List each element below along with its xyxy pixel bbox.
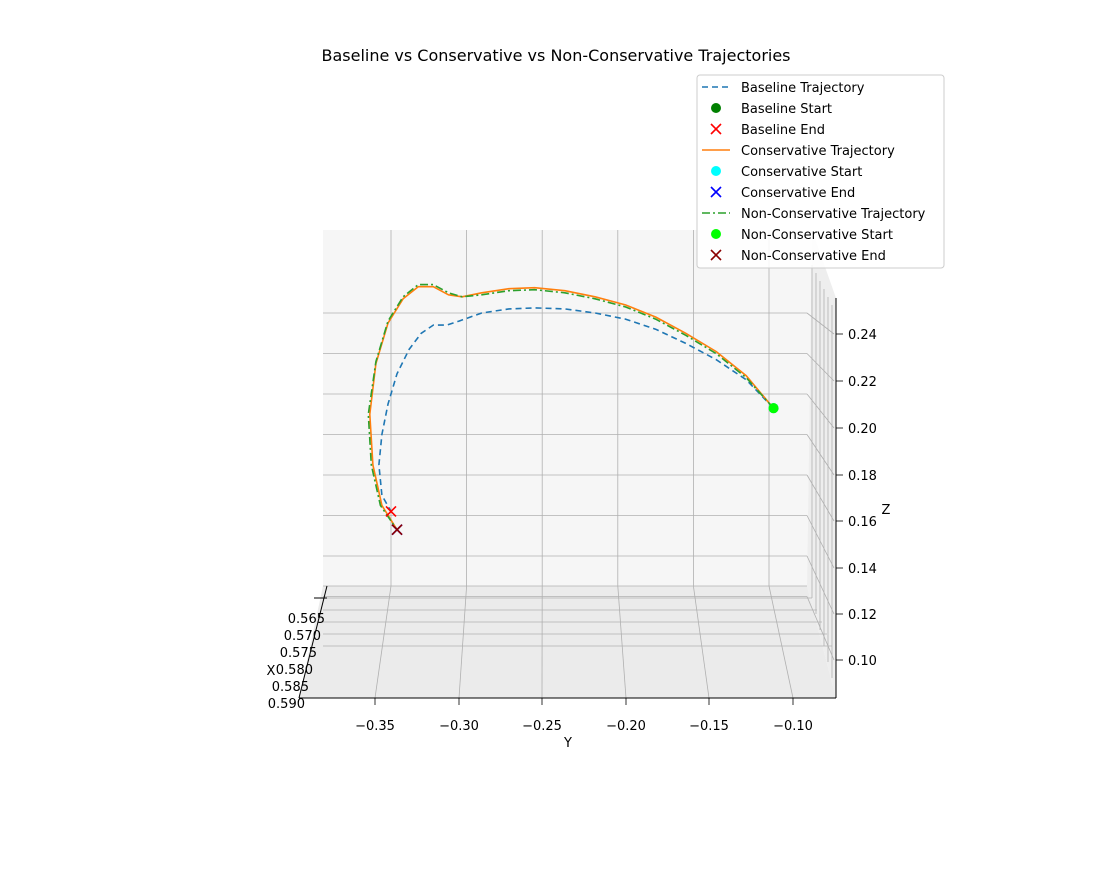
end-marker xyxy=(385,505,397,518)
legend-swatch xyxy=(711,229,721,239)
z-gridline-side xyxy=(806,353,835,382)
y-tick-label: −0.15 xyxy=(689,719,729,734)
end-marker-stroke xyxy=(391,524,403,536)
legend-label: Baseline Start xyxy=(741,102,832,117)
z-tick-label: 0.22 xyxy=(848,375,877,390)
y-axis-label: Y xyxy=(563,736,572,751)
end-marker-stroke xyxy=(385,505,397,518)
z-gridline-side xyxy=(806,474,835,522)
tick-labels: −0.35 −0.30 −0.25 −0.20 −0.15 −0.10 0.10 0.12 0.… xyxy=(268,328,877,734)
legend-swatch xyxy=(711,103,721,113)
legend-swatch xyxy=(710,123,722,135)
y-tick-label: −0.25 xyxy=(522,719,562,734)
z-gridline-side xyxy=(806,515,835,569)
y-gridline-floor xyxy=(693,585,710,699)
legend-swatch-stroke xyxy=(710,123,722,135)
series-line xyxy=(368,285,775,531)
y-gridline-floor xyxy=(617,585,627,699)
legend-label: Conservative End xyxy=(741,186,855,201)
legend-label: Conservative Start xyxy=(741,165,862,180)
grid-lines xyxy=(323,230,835,699)
z-gridline-side xyxy=(806,434,835,476)
y-tick-label: −0.10 xyxy=(773,719,813,734)
floor-pane xyxy=(299,586,836,698)
series-group xyxy=(367,283,775,531)
z-tick-label: 0.14 xyxy=(848,562,877,577)
x-tick-label: 0.575 xyxy=(280,646,317,661)
end-marker xyxy=(391,524,403,536)
z-gridline-side xyxy=(806,312,835,335)
legend: Baseline Trajectory Baseline Start Baselin… xyxy=(696,74,945,269)
z-gridline-side xyxy=(806,393,835,429)
legend-label: Conservative Trajectory xyxy=(741,144,895,159)
legend-label: Non-Conservative Start xyxy=(741,228,893,243)
x-tick-label: 0.570 xyxy=(284,629,321,644)
legend-swatch xyxy=(710,186,722,198)
x-tick-label: 0.565 xyxy=(288,612,325,627)
axes-lines xyxy=(298,298,843,705)
y-gridline-floor xyxy=(374,585,392,699)
z-gridline-side xyxy=(806,596,835,661)
legend-label: Baseline End xyxy=(741,123,825,138)
x-tick-label: 0.590 xyxy=(268,697,305,712)
back-pane xyxy=(323,230,812,586)
x-axis-label: X xyxy=(267,664,276,679)
z-axis-label: Z xyxy=(882,503,891,518)
z-tick-label: 0.10 xyxy=(848,654,877,669)
legend-label: Non-Conservative Trajectory xyxy=(741,207,926,222)
series-line xyxy=(378,307,775,512)
chart-title: Baseline vs Conservative vs Non-Conserva… xyxy=(321,46,790,65)
legend-swatch xyxy=(711,166,721,176)
y-tick-label: −0.20 xyxy=(606,719,646,734)
x-axis-line xyxy=(298,585,328,699)
marker-group xyxy=(385,403,779,536)
y-tick-label: −0.35 xyxy=(355,719,395,734)
legend-box xyxy=(696,74,945,269)
y-gridline-floor xyxy=(768,585,794,699)
legend-swatch-stroke xyxy=(710,186,722,198)
z-tick-label: 0.12 xyxy=(848,608,877,623)
series-line xyxy=(367,283,775,531)
z-tick-label: 0.16 xyxy=(848,515,877,530)
z-gridline-side xyxy=(806,555,835,615)
legend-label: Non-Conservative End xyxy=(741,249,886,264)
z-tick-label: 0.18 xyxy=(848,469,877,484)
legend-label: Baseline Trajectory xyxy=(741,81,865,96)
legend-swatch-stroke xyxy=(710,249,722,261)
legend-swatch xyxy=(710,249,722,261)
x-tick-label: 0.585 xyxy=(272,680,309,695)
y-gridline-floor xyxy=(458,585,467,699)
z-tick-label: 0.20 xyxy=(848,422,877,437)
right-pane xyxy=(807,230,836,698)
y-tick-label: −0.30 xyxy=(439,719,479,734)
z-tick-label: 0.24 xyxy=(848,328,877,343)
start-marker xyxy=(768,403,779,414)
x-tick-label: 0.580 xyxy=(276,663,313,678)
